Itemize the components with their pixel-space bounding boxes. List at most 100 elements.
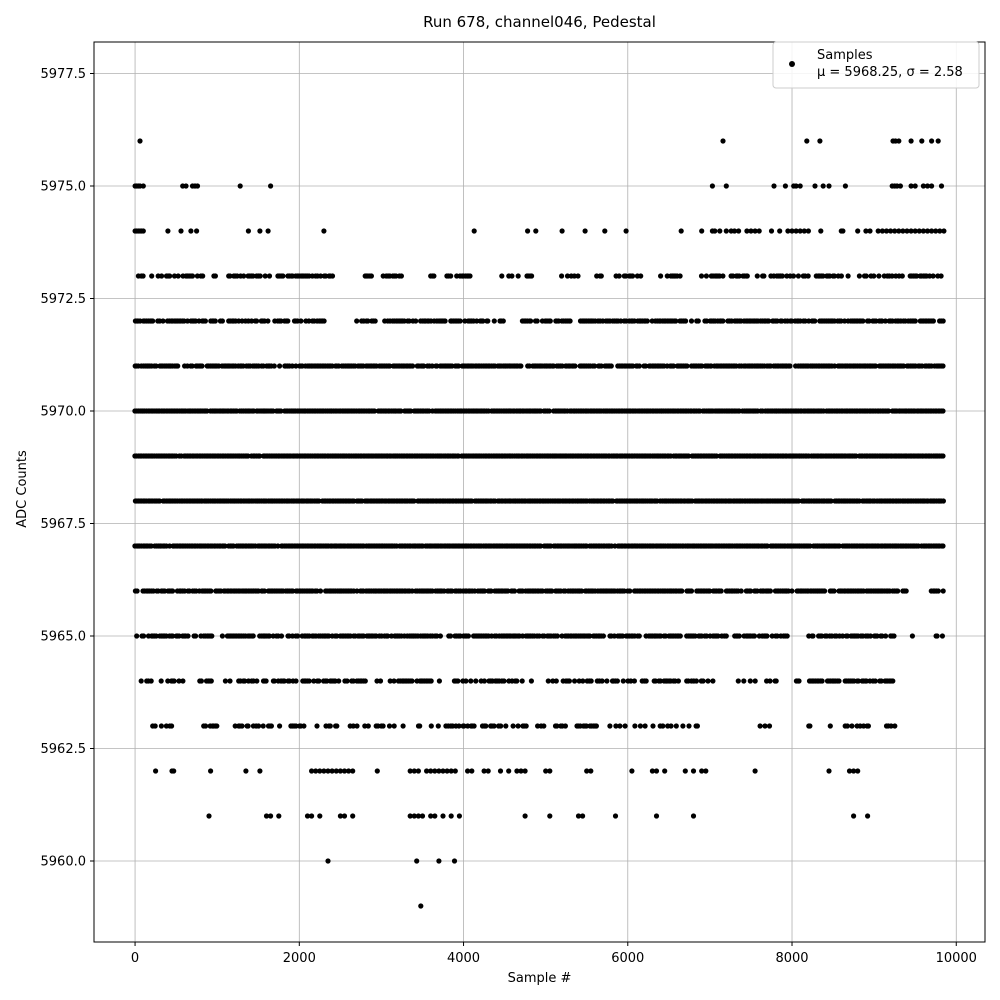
- data-point: [700, 678, 706, 684]
- y-tick-label: 5977.5: [41, 67, 87, 82]
- data-point: [386, 723, 393, 729]
- data-point: [250, 273, 256, 279]
- data-point: [920, 228, 927, 234]
- data-point: [309, 813, 315, 819]
- data-point: [933, 228, 939, 234]
- data-point: [575, 273, 581, 279]
- data-point: [334, 723, 340, 729]
- y-tick-label: 5970.0: [41, 405, 87, 420]
- data-point: [637, 723, 644, 729]
- y-tick-label: 5975.0: [41, 180, 87, 195]
- data-point: [677, 273, 683, 279]
- data-point: [457, 318, 463, 324]
- data-point: [567, 318, 573, 324]
- x-tick-label: 10000: [936, 951, 977, 966]
- data-point: [148, 678, 154, 684]
- data-point: [337, 813, 343, 819]
- data-point: [738, 588, 744, 594]
- data-point: [534, 318, 540, 324]
- data-point: [912, 318, 918, 324]
- data-point: [377, 678, 384, 684]
- data-point: [268, 183, 274, 189]
- data-point: [421, 363, 427, 369]
- data-point: [414, 858, 420, 864]
- data-point: [554, 633, 561, 639]
- data-point: [686, 723, 692, 729]
- data-point: [678, 228, 684, 234]
- data-point: [588, 678, 594, 684]
- data-point: [584, 768, 590, 774]
- data-point: [365, 318, 371, 324]
- data-point: [620, 633, 626, 639]
- data-point: [165, 228, 171, 234]
- data-point: [940, 318, 946, 324]
- data-point: [413, 318, 419, 324]
- data-point: [277, 723, 283, 729]
- data-point: [138, 678, 144, 684]
- data-points: [132, 138, 947, 909]
- data-point: [505, 588, 511, 594]
- data-point: [608, 363, 614, 369]
- data-point: [713, 453, 720, 459]
- data-point: [844, 633, 851, 639]
- data-point: [764, 633, 770, 639]
- data-point: [268, 723, 274, 729]
- data-point: [939, 633, 946, 639]
- data-point: [766, 318, 772, 324]
- data-point: [194, 228, 200, 234]
- data-point: [908, 183, 914, 189]
- data-point: [598, 363, 604, 369]
- data-point: [432, 768, 438, 774]
- data-point: [744, 273, 750, 279]
- data-point: [271, 678, 277, 684]
- data-point: [193, 633, 199, 639]
- data-point: [398, 408, 404, 414]
- data-point: [354, 723, 360, 729]
- data-point: [849, 723, 855, 729]
- data-point: [838, 273, 845, 279]
- data-point: [208, 768, 214, 774]
- data-point: [455, 678, 461, 684]
- data-point: [935, 588, 941, 594]
- y-axis-label: ADC Counts: [15, 450, 30, 528]
- data-point: [896, 138, 902, 144]
- data-point: [891, 633, 897, 639]
- data-point: [498, 723, 504, 729]
- data-point: [134, 588, 140, 594]
- data-point: [571, 273, 578, 279]
- data-point: [616, 273, 622, 279]
- data-point: [188, 228, 194, 234]
- data-point: [863, 273, 869, 279]
- data-point: [387, 678, 393, 684]
- data-point: [514, 678, 520, 684]
- data-point: [200, 273, 206, 279]
- data-point: [293, 723, 299, 729]
- data-point: [341, 768, 348, 774]
- data-point: [411, 813, 417, 819]
- y-tick-label: 5965.0: [41, 630, 87, 645]
- data-point: [316, 678, 322, 684]
- data-point: [865, 813, 871, 819]
- data-point: [400, 723, 406, 729]
- data-point: [885, 408, 892, 414]
- data-point: [153, 633, 159, 639]
- data-point: [391, 723, 397, 729]
- data-point: [692, 633, 698, 639]
- data-point: [789, 228, 795, 234]
- data-point: [545, 678, 551, 684]
- data-point: [832, 363, 838, 369]
- data-point: [575, 813, 582, 819]
- data-point: [934, 633, 940, 639]
- data-point: [435, 723, 441, 729]
- data-point: [541, 723, 547, 729]
- data-point: [278, 633, 285, 639]
- data-point: [897, 183, 904, 189]
- data-point: [588, 768, 594, 774]
- y-axis-ticks: 5960.0 5962.5 5965.0 5967.5 5970.0 5972.5 5975…: [41, 67, 94, 870]
- data-point: [523, 723, 529, 729]
- data-point: [892, 723, 898, 729]
- data-point: [804, 138, 810, 144]
- data-point: [368, 273, 374, 279]
- legend: Samples μ = 5968.25, σ = 2.58: [772, 41, 980, 89]
